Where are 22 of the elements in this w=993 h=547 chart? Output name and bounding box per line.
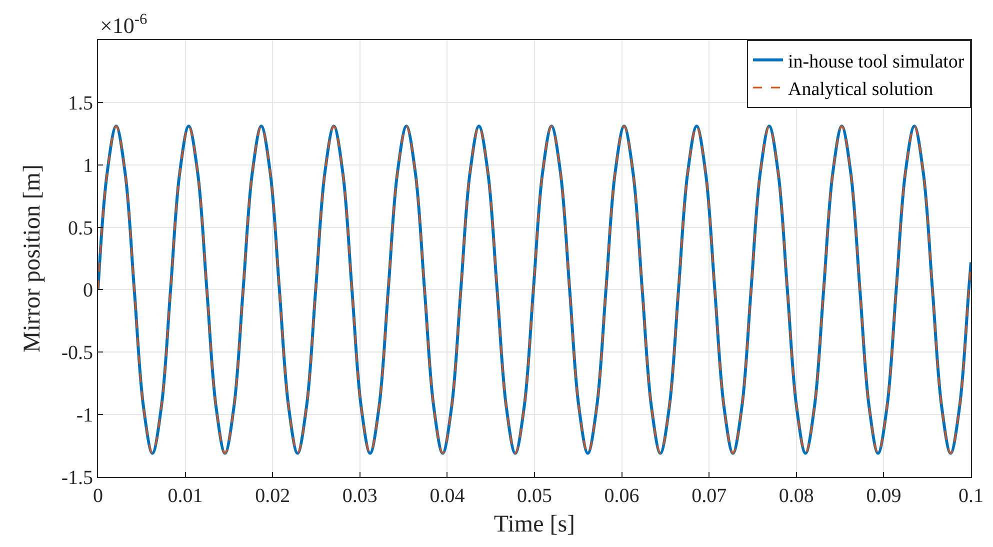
x-tick-label: 0.02 xyxy=(255,485,290,507)
y-axis-title: Mirror position [m] xyxy=(19,164,46,352)
y-tick-label: -0.5 xyxy=(61,342,93,364)
x-tick-label: 0.06 xyxy=(604,485,640,507)
y-tick-label: 1.5 xyxy=(68,92,93,114)
x-tick-label: 0.09 xyxy=(866,485,902,507)
legend-label: in-house tool simulator xyxy=(788,51,965,72)
text: ×10$^{-6}$ xyxy=(100,11,148,38)
x-tick-label: 0.07 xyxy=(692,485,727,507)
y-tick-label: 0 xyxy=(83,280,93,302)
y-tick-label: -1 xyxy=(76,404,93,427)
x-tick-label: 0.03 xyxy=(342,485,378,507)
legend-label: Analytical solution xyxy=(788,78,934,100)
y-tick-label: 1 xyxy=(83,154,93,177)
x-tick-label: 0.01 xyxy=(168,485,203,507)
x-axis-title: Time [s] xyxy=(494,511,576,538)
x-tick-label: 0.08 xyxy=(778,485,814,507)
y-tick-label: 0.5 xyxy=(68,217,93,240)
x-tick-label: 0.05 xyxy=(517,485,552,507)
y-tick-label: -1.5 xyxy=(61,467,93,489)
x-tick-label: 0.04 xyxy=(430,485,465,507)
x-tick-label: 0.1 xyxy=(958,485,984,507)
